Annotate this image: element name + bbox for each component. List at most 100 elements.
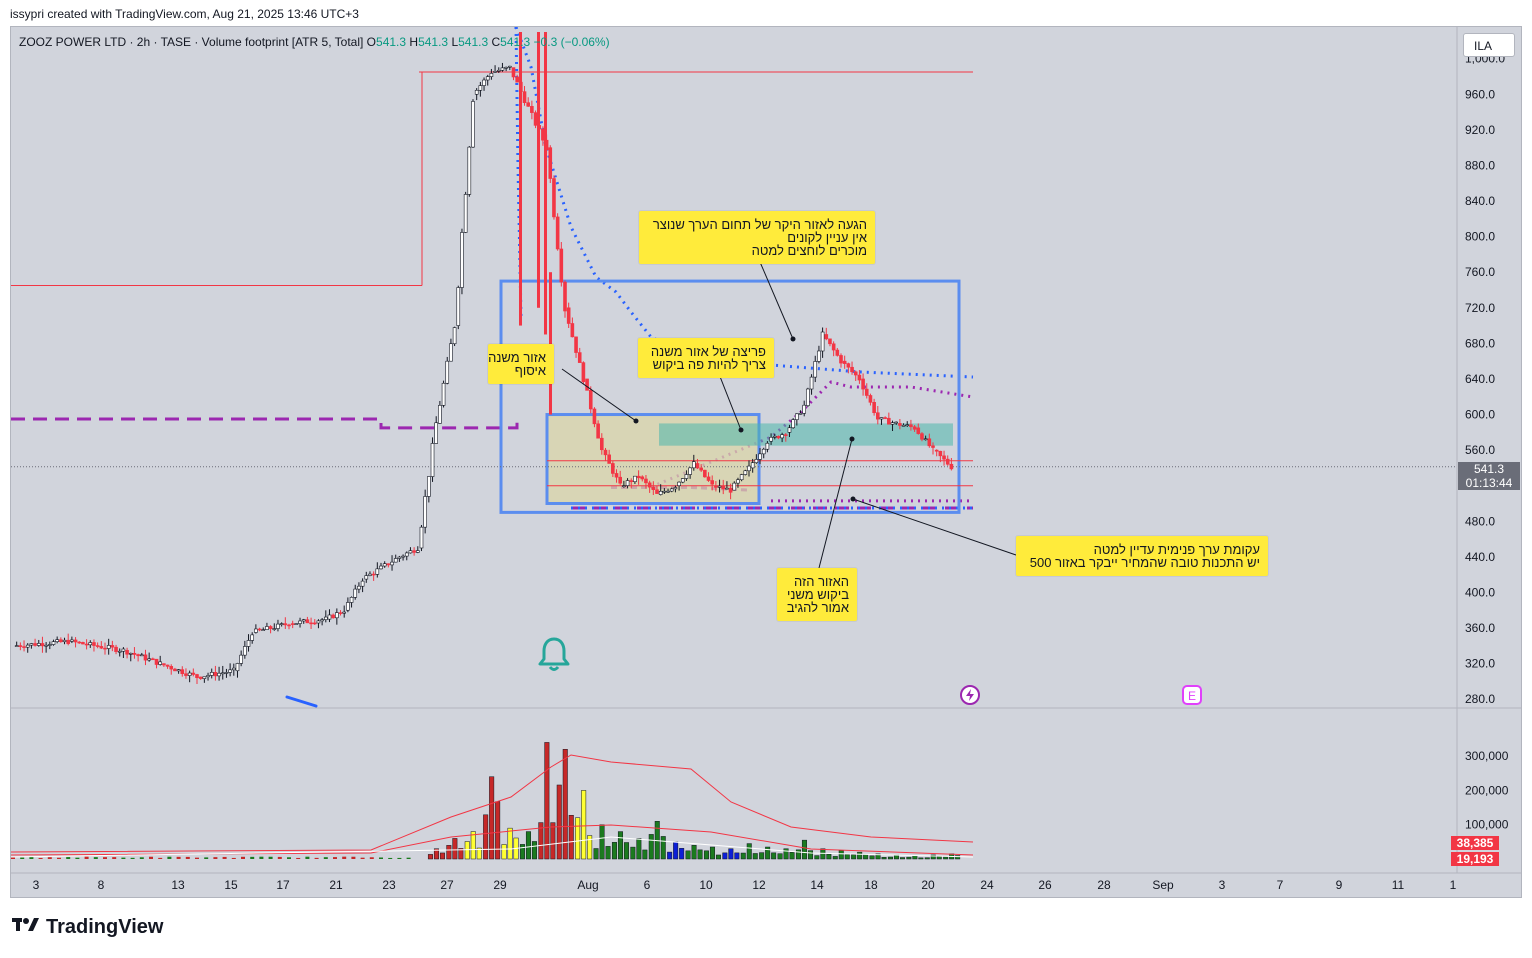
price-chart[interactable]: 1,000.0960.0920.0880.0840.0800.0760.0720… [11,27,1522,898]
volume-bar [314,857,319,859]
candle-body [99,646,104,649]
candle-body [272,628,277,630]
volume-bar [697,849,703,860]
note-top-line-1: הגעה לאזור היקר של תחום הערך שנוצר [652,217,867,232]
note-bottom[interactable]: האזור הזה ביקוש משני אמור להגיב [777,568,857,621]
candle-body [427,476,431,497]
volume-bar [351,856,356,859]
volume-bar [943,856,949,860]
candle-body [541,128,545,141]
tradingview-logo-icon [12,915,40,939]
footer-brand[interactable]: TradingView [12,915,163,939]
candle-body [761,448,766,455]
volume-bar [611,842,617,860]
note-top[interactable]: הגעה לאזור היקר של תחום הערך שנוצר אין ע… [639,211,875,264]
candle-body [599,437,604,451]
time-tick-label: 10 [699,878,713,892]
note-top-line-2: אין עניין לקונים [787,230,867,245]
candle-body [758,453,762,460]
volume-bar [84,856,89,859]
candle-body [386,563,391,566]
volume-bar [630,846,636,860]
volume-bar [296,857,301,859]
candle-body [769,436,773,442]
candle-body [684,474,689,479]
volume-bar [369,857,374,859]
candle-body [765,442,770,450]
candle-body [88,642,93,646]
candle-body [780,434,784,439]
volume-bar [550,822,556,860]
candle-body [279,623,284,625]
candle-body [176,669,181,672]
time-tick-label: 20 [921,878,935,892]
candle-body [165,664,170,667]
price-tick-label: 840.0 [1465,194,1495,208]
candle-body [566,307,571,324]
candle-body [239,654,243,664]
candle-body [776,435,781,439]
candle-body [507,65,512,68]
time-tick-label: 7 [1277,878,1284,892]
volume-tag: 38,385 [1451,836,1499,850]
candle-body [677,481,681,487]
candle-body [489,73,494,77]
demand-zone [659,423,953,446]
note-left-line-2: איסוף [514,363,546,378]
candle-spike [549,272,552,415]
volume-bar [679,848,685,860]
price-tick-label: 280.0 [1465,692,1495,706]
volume-bar [167,856,172,859]
candle-body [706,476,711,481]
candle-spike [544,32,547,335]
volume-bar [433,848,439,860]
volume-bar [489,776,495,860]
candle-spike [537,32,540,308]
note-mid[interactable]: פריצה של אזור משנה צריך להיות פה ביקוש [638,338,774,378]
volume-bar [765,846,771,860]
currency-selector[interactable]: ILA [1463,33,1515,57]
annotation-anchor [790,336,796,342]
volume-bar [531,841,537,860]
candle-body [250,634,254,641]
candle-body [861,378,865,390]
volume-bar [599,824,605,860]
candle-body [187,672,192,676]
volume-bar [323,857,328,859]
volume-bar [636,838,642,860]
volume-bar [406,857,411,859]
note-right[interactable]: עקומת ערך פנימית עדיין למטה יש התכנות טו… [1016,536,1268,576]
chart-legend: ZOOZ POWER LTD · 2h · TASE · Volume foot… [19,35,610,49]
volume-tick-label: 200,000 [1465,783,1509,797]
candle-body [938,450,943,457]
candle-body [699,467,703,471]
inner-poc-dotted-line [650,380,974,489]
candle-body [728,487,733,493]
candle-body [29,643,34,646]
poc-dashed-line [11,417,519,430]
note-right-line-1: עקומת ערך פנימית עדיין למטה [1093,542,1260,557]
volume-bar [807,850,813,860]
candle-body [305,619,310,624]
volume-bar [259,856,264,859]
candle-body [651,486,656,491]
volume-bar [685,850,691,860]
volume-bar [587,835,593,860]
volume-bar [476,847,482,860]
volume-bar [20,857,25,859]
candle-body [243,646,247,656]
candle-body [121,648,126,652]
candle-body [77,641,82,644]
volume-bar [446,845,452,860]
candle-body [283,623,288,626]
candle-body [710,480,715,485]
chart-panel[interactable]: 1,000.0 960.0 920.0 880.0 840.0 800.0 760.0 720… [10,26,1522,898]
time-tick-label: 18 [864,878,878,892]
candle-body [588,390,593,410]
candle-body [375,568,380,575]
candle-body [84,643,89,646]
candle-body [169,666,174,670]
volume-bar [103,857,107,859]
candle-body [246,640,251,647]
note-left[interactable]: אזור משנה איסוף [488,344,554,384]
